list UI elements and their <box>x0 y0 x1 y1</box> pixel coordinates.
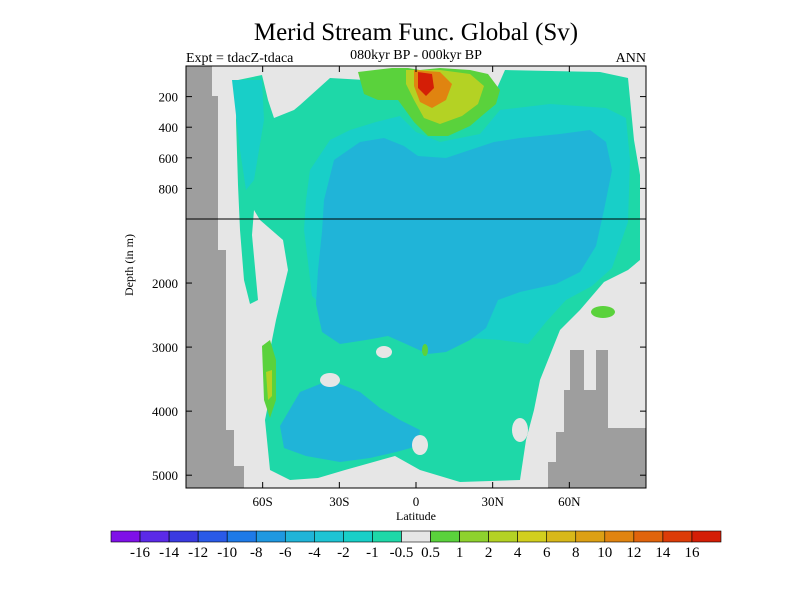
pos-patch-southern-core <box>266 370 272 400</box>
x-tick-label: 60S <box>253 494 273 509</box>
y-tick-label: 400 <box>159 120 179 135</box>
colorbar-swatch <box>691 530 722 543</box>
colorbar-label: -2 <box>337 545 350 561</box>
colorbar-label: 12 <box>626 545 641 561</box>
colorbar-swatch <box>372 530 402 543</box>
x-tick-label: 60N <box>558 494 581 509</box>
colorbar-label: -1 <box>366 545 379 561</box>
season-label: ANN <box>616 51 646 66</box>
colorbar-label: 4 <box>514 545 522 561</box>
contour-field <box>232 68 640 482</box>
colorbar-swatch <box>459 530 489 543</box>
colorbar-label: 14 <box>655 545 671 561</box>
chart-title: Merid Stream Func. Global (Sv) <box>254 19 578 46</box>
y-tick-label: 800 <box>159 181 179 196</box>
colorbar-label: -4 <box>308 545 321 561</box>
land-mask <box>186 66 646 488</box>
colorbar-label: -14 <box>159 545 179 561</box>
colorbar-swatch <box>284 530 315 543</box>
colorbar-swatch <box>662 530 693 543</box>
colorbar-label: 1 <box>456 545 464 561</box>
colorbar-swatch <box>517 530 548 543</box>
colorbar-swatch <box>226 530 257 543</box>
colorbar-label: -16 <box>130 545 150 561</box>
colorbar-label: 16 <box>684 545 700 561</box>
colorbar-swatch <box>314 530 344 543</box>
experiment-label: Expt = tdacZ-tdaca <box>186 51 294 66</box>
colorbar-label: -0.5 <box>390 545 414 561</box>
neutral-pocket <box>512 418 528 442</box>
colorbar-swatch <box>110 530 141 543</box>
colorbar-label: 0.5 <box>421 545 440 561</box>
colorbar-label: 6 <box>543 545 551 561</box>
colorbar-swatch <box>197 530 228 543</box>
pos-patch-equator <box>422 344 428 356</box>
neg-large-region <box>280 130 612 462</box>
colorbar-label: 8 <box>572 545 580 561</box>
pos-patch-north <box>591 306 615 318</box>
y-axis-label: Depth (in m) <box>122 234 136 296</box>
colorbar-swatch <box>168 530 199 543</box>
colorbar-label: -12 <box>188 545 208 561</box>
colorbar-swatch <box>255 530 286 543</box>
y-tick-label: 600 <box>159 151 179 166</box>
colorbar: -16 -14 -12 -10 -8 -6 -4 -2 -1 -0.5 0.5 1 2 4 6 8 10 12 14… <box>110 530 722 561</box>
y-tick-label: 200 <box>159 90 179 105</box>
x-tick-label: 30S <box>329 494 349 509</box>
y-tick-label: 2000 <box>152 276 178 291</box>
land-southern <box>186 66 244 488</box>
colorbar-label: 2 <box>485 545 493 561</box>
y-tick-label: 4000 <box>152 404 178 419</box>
period-label: 080kyr BP - 000kyr BP <box>350 48 482 63</box>
land-northern <box>548 350 646 488</box>
colorbar-swatch <box>575 530 606 543</box>
x-tick-label: 30N <box>481 494 504 509</box>
colorbar-swatch <box>604 530 635 543</box>
colorbar-swatch <box>343 530 373 543</box>
colorbar-swatch <box>546 530 577 543</box>
axes: 60S 30S 0 30N 60N 200 400 600 800 2000 3000 4000 500… <box>152 66 646 509</box>
colorbar-label: -8 <box>250 545 263 561</box>
colorbar-label: -10 <box>217 545 237 561</box>
colorbar-label: 10 <box>597 545 612 561</box>
colorbar-swatch <box>488 530 518 543</box>
colorbar-swatch <box>430 530 460 543</box>
y-tick-label: 5000 <box>152 468 178 483</box>
neutral-pocket <box>376 346 392 358</box>
x-axis-label: Latitude <box>396 509 436 523</box>
pos-max-region <box>418 72 434 96</box>
colorbar-swatch <box>401 530 431 543</box>
neutral-pocket <box>412 435 428 455</box>
colorbar-label: -6 <box>279 545 292 561</box>
colorbar-swatch <box>633 530 664 543</box>
colorbar-swatch <box>139 530 170 543</box>
neutral-pocket <box>320 373 340 387</box>
x-tick-label: 0 <box>413 494 420 509</box>
y-tick-label: 3000 <box>152 340 178 355</box>
